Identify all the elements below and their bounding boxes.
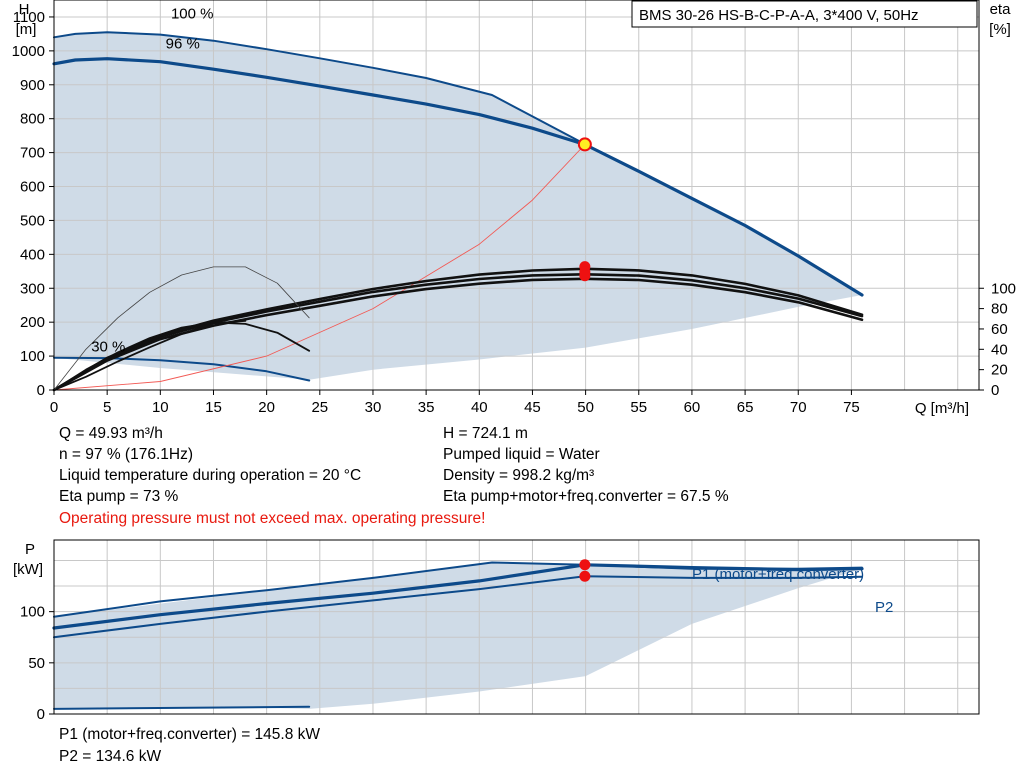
info-density: Density = 998.2 kg/m³ bbox=[443, 467, 595, 484]
power-chart-y-tick-label: 50 bbox=[28, 655, 45, 672]
head-chart-x-tick-label: 75 bbox=[843, 399, 860, 416]
y-axis-unit: [m] bbox=[16, 21, 37, 38]
info-pumped-liquid: Pumped liquid = Water bbox=[443, 446, 600, 463]
series-label-p1: P1 (motor+freq.converter) bbox=[692, 566, 864, 583]
head-chart-y-tick-label: 500 bbox=[20, 212, 45, 229]
head-chart-curve-head-100 bbox=[53, 31, 587, 146]
head-chart-x-tick-label: 50 bbox=[577, 399, 594, 416]
power-y-axis-unit: [kW] bbox=[13, 561, 43, 578]
head-chart-curve-eta-30-upper bbox=[53, 266, 310, 391]
head-chart-x-tick-label: 45 bbox=[524, 399, 541, 416]
power-chart-curve-series bbox=[53, 575, 863, 639]
head-chart-y2-tick-label: 0 bbox=[991, 382, 999, 399]
power-operating-point bbox=[579, 570, 591, 582]
head-chart-x-tick-label: 55 bbox=[630, 399, 647, 416]
power-chart-curve-P1-96 bbox=[52, 563, 864, 630]
info-flow: Q = 49.93 m³/h bbox=[59, 425, 163, 442]
curve-label: 100 % bbox=[171, 6, 214, 23]
curve-label: 30 % bbox=[91, 339, 125, 356]
chart-title: BMS 30-26 HS-B-C-P-A-A, 3*400 V, 50Hz bbox=[639, 7, 919, 24]
info-speed: n = 97 % (176.1Hz) bbox=[59, 446, 193, 463]
head-chart-y2-tick-label: 60 bbox=[991, 321, 1008, 338]
head-chart-y-tick-label: 900 bbox=[20, 77, 45, 94]
info-p1: P1 (motor+freq.converter) = 145.8 kW bbox=[59, 726, 321, 743]
head-chart-x-tick-label: 15 bbox=[205, 399, 222, 416]
head-chart-curve-eta-30 bbox=[53, 321, 311, 391]
head-chart-y-tick-label: 0 bbox=[37, 382, 45, 399]
y-axis-label: H bbox=[19, 1, 30, 18]
power-chart-frame bbox=[53, 539, 980, 715]
head-chart-y-tick-label: 300 bbox=[20, 280, 45, 297]
power-chart-curve-P-30 bbox=[53, 705, 311, 710]
head-chart-curve-system-curve bbox=[53, 144, 586, 391]
head-chart-curve-head-30 bbox=[53, 356, 311, 382]
head-chart-x-tick-label: 35 bbox=[418, 399, 435, 416]
head-chart-x-tick-label: 20 bbox=[258, 399, 275, 416]
y2-axis-label: eta bbox=[990, 1, 1012, 18]
head-chart-y2-tick-label: 20 bbox=[991, 362, 1008, 379]
info-p2: P2 = 134.6 kW bbox=[59, 748, 162, 765]
head-chart-curve-eta-100 bbox=[52, 273, 864, 392]
head-chart-x-tick-label: 10 bbox=[152, 399, 169, 416]
duty-point-marker bbox=[577, 137, 592, 152]
head-chart-x-tick-label: 5 bbox=[103, 399, 111, 416]
head-chart-y-tick-label: 100 bbox=[20, 348, 45, 365]
head-chart-y-tick-label: 200 bbox=[20, 314, 45, 331]
power-chart-y-tick-label: 0 bbox=[37, 706, 45, 723]
head-chart-x-tick-label: 30 bbox=[365, 399, 382, 416]
head-chart-y-tick-label: 1000 bbox=[12, 43, 45, 60]
head-chart-y-tick-label: 700 bbox=[20, 145, 45, 162]
warning-text: Operating pressure must not exceed max. … bbox=[59, 510, 486, 527]
info-eta-total: Eta pump+motor+freq.converter = 67.5 % bbox=[443, 488, 729, 505]
head-chart-curve-head-96 bbox=[52, 57, 864, 297]
info-eta-pump: Eta pump = 73 % bbox=[59, 488, 179, 505]
curve-label: 96 % bbox=[166, 35, 200, 52]
head-chart-y2-tick-label: 40 bbox=[991, 341, 1008, 358]
head-chart-frame bbox=[53, 0, 980, 391]
head-chart-x-tick-label: 25 bbox=[311, 399, 328, 416]
head-chart-y-tick-label: 600 bbox=[20, 179, 45, 196]
x-axis-label: Q [m³/h] bbox=[915, 400, 969, 417]
head-chart-x-tick-label: 0 bbox=[50, 399, 58, 416]
head-chart-y-tick-label: 400 bbox=[20, 246, 45, 263]
y2-axis-unit: [%] bbox=[989, 21, 1011, 38]
power-chart-envelope-area bbox=[54, 562, 862, 709]
head-chart-curve-eta-30-total bbox=[53, 319, 247, 391]
head-chart-y2-tick-label: 100 bbox=[991, 280, 1016, 297]
info-liquid-temp: Liquid temperature during operation = 20… bbox=[59, 467, 362, 484]
head-chart-y-tick-label: 1100 bbox=[13, 9, 45, 26]
power-operating-point bbox=[579, 559, 591, 571]
power-y-axis-label: P bbox=[25, 541, 35, 558]
head-chart-y2-tick-label: 80 bbox=[991, 301, 1008, 318]
head-chart-x-tick-label: 65 bbox=[737, 399, 754, 416]
chart-title-box bbox=[631, 0, 978, 28]
head-chart-curve-eta-96 bbox=[52, 267, 864, 392]
eta-operating-point bbox=[579, 270, 591, 282]
head-chart-x-tick-label: 40 bbox=[471, 399, 488, 416]
head-chart-x-tick-label: 60 bbox=[684, 399, 701, 416]
head-chart-x-tick-label: 70 bbox=[790, 399, 807, 416]
info-head: H = 724.1 m bbox=[443, 425, 528, 442]
series-label-p2: P2 bbox=[875, 599, 893, 616]
head-chart-y-tick-label: 800 bbox=[20, 111, 45, 128]
power-chart-y-tick-label: 100 bbox=[20, 604, 45, 621]
